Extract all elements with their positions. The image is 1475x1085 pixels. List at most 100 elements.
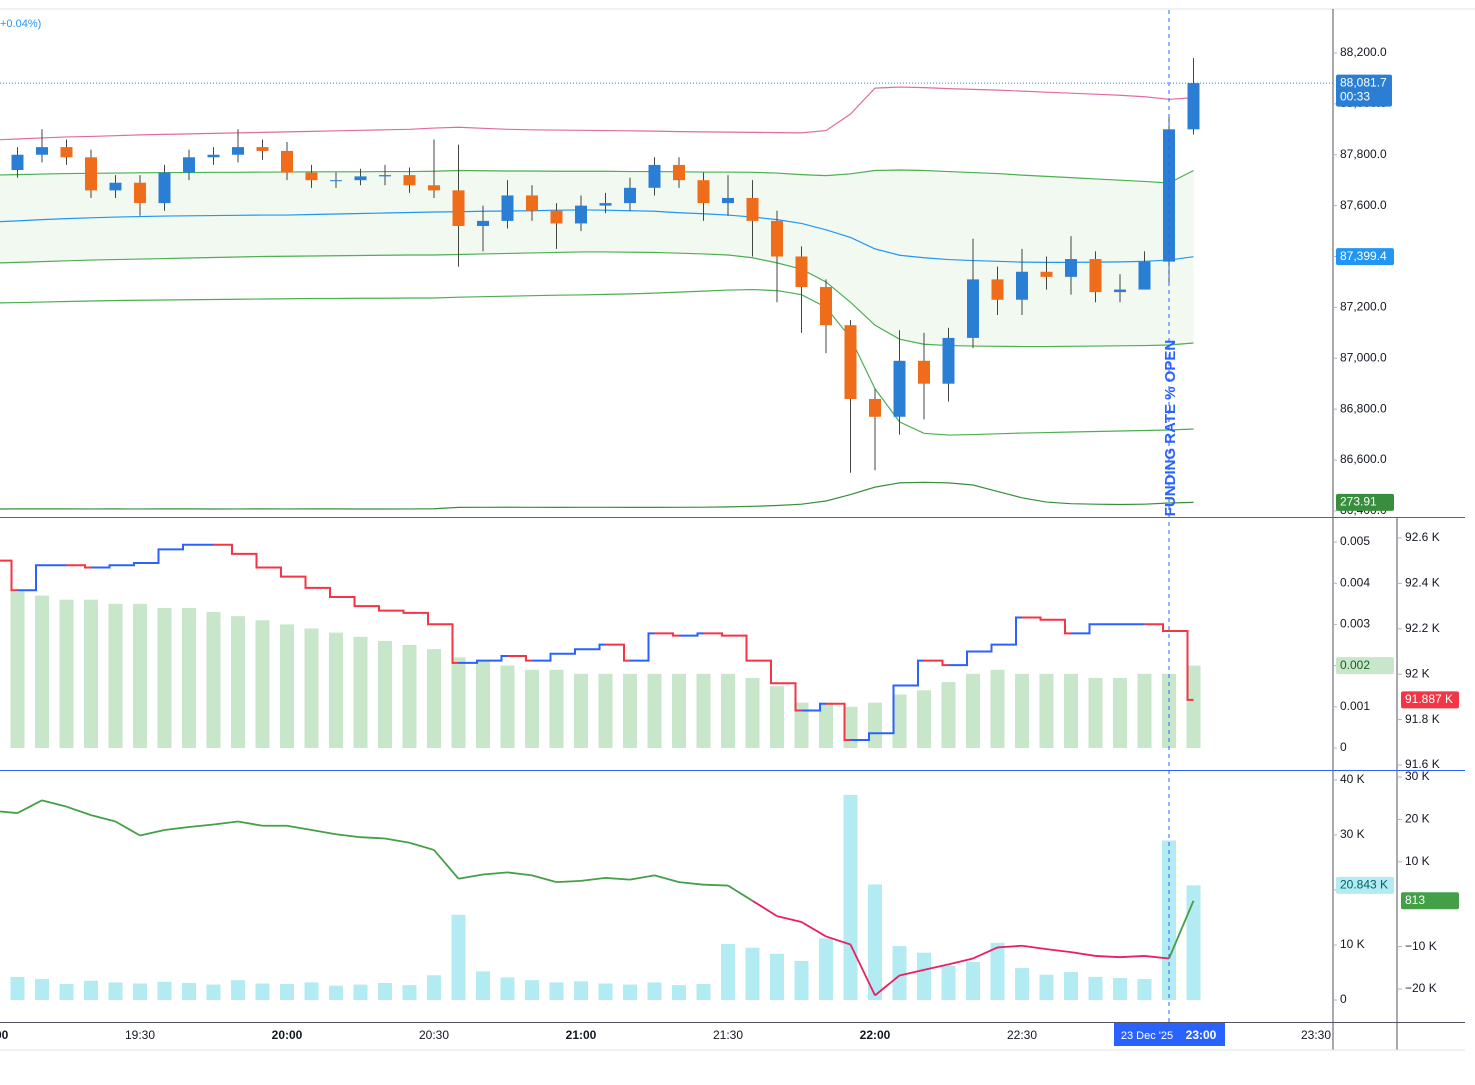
line-segment: [360, 836, 386, 840]
line-segment: [605, 877, 631, 881]
y-tick-label: 20 K: [1405, 812, 1430, 826]
candle-body: [526, 195, 538, 211]
histogram-bar: [696, 984, 711, 1001]
histogram-bar: [721, 673, 735, 749]
candle-body: [1089, 259, 1102, 293]
histogram-bar: [721, 943, 735, 1001]
candle-body: [232, 147, 244, 155]
step-segment: [115, 561, 140, 567]
histogram-bar: [525, 980, 539, 1001]
histogram-bar: [770, 953, 784, 1001]
step-segment: [507, 655, 532, 662]
legend-text: +0.04%): [0, 18, 41, 30]
line-segment: [825, 935, 851, 946]
x-tick-label: 19:00: [0, 1028, 9, 1042]
candle-body: [795, 256, 808, 288]
histogram-bar: [819, 702, 833, 749]
histogram-bar: [255, 620, 270, 749]
line-segment: [849, 944, 876, 996]
histogram-bar: [990, 669, 1005, 749]
line-segment: [654, 874, 680, 884]
histogram-bar: [917, 952, 931, 1001]
histogram-bar: [794, 960, 809, 1001]
histogram-bar: [84, 980, 98, 1001]
line-segment: [286, 824, 312, 831]
y-tick-label: 40 K: [1340, 772, 1365, 786]
y-tick-label: 0: [1340, 740, 1347, 754]
histogram-bar: [427, 975, 441, 1001]
step-segment: [556, 648, 581, 655]
histogram-bar: [549, 669, 564, 749]
step-segment: [679, 632, 704, 637]
histogram-bar: [623, 673, 637, 749]
histogram-bar: [402, 985, 417, 1001]
candle-body: [256, 147, 269, 151]
y-tick-label: 30 K: [1340, 827, 1365, 841]
line-segment: [801, 921, 827, 938]
step-segment: [801, 702, 826, 712]
histogram-bar: [157, 607, 172, 749]
last-value-box: [1336, 493, 1394, 511]
step-segment: [336, 596, 361, 608]
line-segment: [0, 810, 18, 814]
y-tick-label: 10 K: [1340, 937, 1365, 951]
last-value-box: [1401, 691, 1459, 709]
candle-body: [648, 164, 661, 188]
crosshair-date: 23 Dec '25: [1121, 1030, 1173, 1042]
histogram-bar: [182, 982, 196, 1001]
histogram-bar: [231, 616, 245, 749]
line-segment: [629, 874, 655, 881]
step-segment: [1022, 616, 1047, 621]
candle-body: [844, 325, 857, 399]
step-segment: [434, 623, 459, 664]
histogram-bar: [378, 982, 392, 1001]
x-tick-label: 19:30: [125, 1028, 155, 1042]
histogram-bar: [966, 673, 980, 749]
line-segment: [188, 823, 214, 828]
candle-body: [624, 187, 636, 204]
line-segment: [948, 957, 974, 966]
histogram-bar: [696, 673, 711, 749]
annotation: FUNDING RATE % OPEN: [1162, 340, 1179, 516]
histogram-bar: [500, 977, 515, 1001]
candle-body: [599, 203, 612, 206]
y-tick-label: −20 K: [1405, 981, 1437, 995]
histogram-bar: [672, 985, 686, 1001]
candle-body: [1065, 259, 1077, 277]
line-segment: [66, 805, 92, 817]
candle-body: [697, 180, 710, 204]
y-tick-label: 0.003: [1340, 617, 1370, 631]
line-segment: [580, 877, 606, 882]
line-segment: [409, 841, 435, 851]
last-value-label: 0.002: [1340, 658, 1370, 672]
x-tick-label: 22:00: [860, 1028, 891, 1042]
candle-body: [722, 197, 734, 204]
histogram-bar: [598, 983, 613, 1001]
y-tick-label: 91.6 K: [1405, 757, 1440, 771]
candle-body: [869, 398, 881, 417]
step-segment: [140, 548, 165, 564]
y-tick-label: 88,200.0: [1340, 45, 1387, 59]
candle-body: [134, 182, 146, 204]
step-segment: [997, 616, 1022, 646]
step-segment: [752, 659, 777, 685]
y-tick-label: 86,600.0: [1340, 452, 1387, 466]
line-segment: [1070, 951, 1096, 957]
histogram-bar: [1186, 665, 1201, 749]
line-segment: [17, 799, 43, 814]
last-value-label: 273.91: [1340, 495, 1377, 509]
candle-body: [1138, 261, 1151, 290]
histogram-bar: [206, 984, 221, 1001]
line-segment: [703, 883, 729, 887]
candle-body: [354, 176, 367, 181]
step-segment: [532, 652, 557, 662]
step-segment: [826, 702, 851, 742]
candle-body: [330, 180, 342, 182]
histogram-bar: [966, 962, 980, 1001]
candle-body: [11, 154, 24, 171]
histogram-bar: [35, 979, 49, 1001]
x-tick-label: 23:30: [1301, 1028, 1331, 1042]
y-tick-label: 87,600.0: [1340, 198, 1387, 212]
y-tick-label: 87,000.0: [1340, 350, 1387, 364]
line-segment: [507, 871, 533, 877]
